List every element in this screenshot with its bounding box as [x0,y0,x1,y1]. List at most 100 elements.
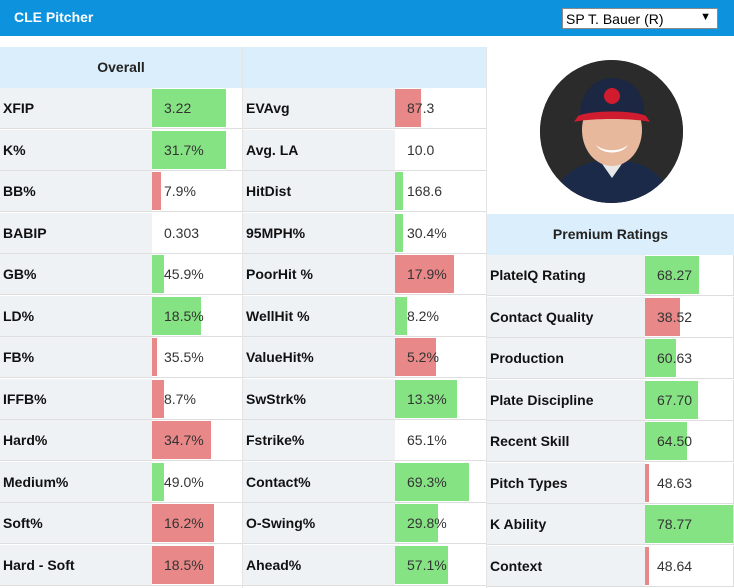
stat-label: WellHit % [243,295,395,336]
stat-value-cell: 64.50 [645,421,734,461]
stat-value: 7.9% [164,183,196,199]
stat-label: Production [487,338,645,378]
stat-value: 67.70 [657,391,693,408]
page-title: CLE Pitcher [14,9,94,25]
stat-row-fstrike: Fstrike% 65.1% [243,420,487,461]
stat-bar [645,339,676,377]
stat-value: 57.1% [407,556,447,573]
stat-value-cell: 17.9% [395,254,487,294]
pitcher-select[interactable]: SP T. Bauer (R) ▼ [562,8,718,29]
stat-row-iffb: IFFB% 8.7% [0,378,243,420]
stat-value: 68.27 [657,267,693,283]
stat-value: 3.22 [164,100,192,116]
stat-bar [152,296,201,335]
stat-value-cell: 18.5% [152,295,243,336]
stat-value: 60.63 [657,350,693,366]
stat-value: 48.63 [657,474,693,491]
stat-bar [645,505,733,543]
stat-value: 38.52 [657,308,693,325]
stat-row-95mph: 95MPH% 30.4% [243,212,487,254]
stat-label: Ahead% [243,544,395,585]
stat-bar [152,545,214,584]
stat-row-recent-skill: Recent Skill 64.50 [487,421,734,462]
stat-value: 78.77 [657,516,693,532]
stat-label: BABIP [0,212,152,253]
avatar [540,60,683,203]
stat-bar [152,379,164,418]
stat-label: Context [487,545,645,586]
stat-label: Contact% [243,461,395,502]
stat-value: 0.303 [164,224,200,241]
stat-bar [395,338,436,376]
stat-value-cell: 29.8% [395,503,487,543]
stat-bar [645,463,649,502]
stat-bar [152,338,157,376]
stat-label: Hard% [0,420,152,460]
stat-row-production: Production 60.63 [487,338,734,379]
stat-value-cell: 35.5% [152,337,243,377]
stat-value-cell: 18.5% [152,544,243,585]
stat-bar [645,380,698,419]
stat-value-cell: 67.70 [645,379,734,420]
stat-value: 17.9% [407,266,447,282]
stat-label: HitDist [243,171,395,211]
stat-value-cell: 78.77 [645,504,734,544]
stat-bar [152,89,226,127]
stat-value: 87.3 [407,100,435,116]
stat-row-plateiq-rating: PlateIQ Rating 68.27 [487,255,734,296]
column-divider [486,47,487,588]
stat-value-cell: 168.6 [395,171,487,211]
stat-value: 45.9% [164,266,204,282]
stat-bar [152,130,226,169]
stat-row-evavg: EVAvg 87.3 [243,88,487,129]
stat-value: 31.7% [164,141,204,158]
stat-value: 18.5% [164,556,204,573]
stat-bar [152,172,161,210]
stat-row-hard: Hard% 34.7% [0,420,243,461]
stat-value-cell: 0.303 [152,212,243,253]
stat-value: 34.7% [164,432,204,448]
stat-value: 18.5% [164,307,204,324]
stat-label: Avg. LA [243,129,395,170]
stat-label: Recent Skill [487,421,645,461]
stat-bar [395,89,421,127]
stat-value-cell: 16.2% [152,503,243,543]
stat-bar [645,256,699,294]
stat-value: 8.2% [407,307,439,324]
stat-bar [395,255,454,293]
stat-label: BB% [0,171,152,211]
stat-bar [152,421,211,459]
batted-ball-header [243,47,487,88]
stat-value-cell: 65.1% [395,420,487,460]
stat-value: 65.1% [407,432,447,448]
stat-row-wellhit: WellHit % 8.2% [243,295,487,337]
stat-value-cell: 48.64 [645,545,734,586]
header-bar: CLE Pitcher SP T. Bauer (R) ▼ [0,0,734,36]
stat-value-cell: 31.7% [152,129,243,170]
stat-label: O-Swing% [243,503,395,543]
stat-label: Pitch Types [487,462,645,503]
dropdown-arrow-icon[interactable]: ▼ [700,11,711,23]
stat-bar [645,422,687,460]
column-divider [242,47,243,588]
stat-label: Contact Quality [487,296,645,337]
stat-value-cell: 68.27 [645,255,734,295]
stat-row-poorhit: PoorHit % 17.9% [243,254,487,295]
pitcher-select-value: SP T. Bauer (R) [566,11,664,27]
stat-value-cell: 7.9% [152,171,243,211]
stat-value-cell: 45.9% [152,254,243,294]
stat-label: Soft% [0,503,152,543]
stat-value-cell: 48.63 [645,462,734,503]
stat-value-cell: 49.0% [152,461,243,502]
stat-row-avg-la: Avg. LA 10.0 [243,129,487,171]
stat-label: GB% [0,254,152,294]
stat-label: Medium% [0,461,152,502]
stat-value-cell: 38.52 [645,296,734,337]
stat-label: PoorHit % [243,254,395,294]
stat-value: 5.2% [407,349,439,365]
stat-row-pitch-types: Pitch Types 48.63 [487,462,734,504]
stat-value: 13.3% [407,390,447,407]
stat-row-babip: BABIP 0.303 [0,212,243,254]
stat-value: 29.8% [407,515,447,531]
stat-bar [645,297,680,336]
